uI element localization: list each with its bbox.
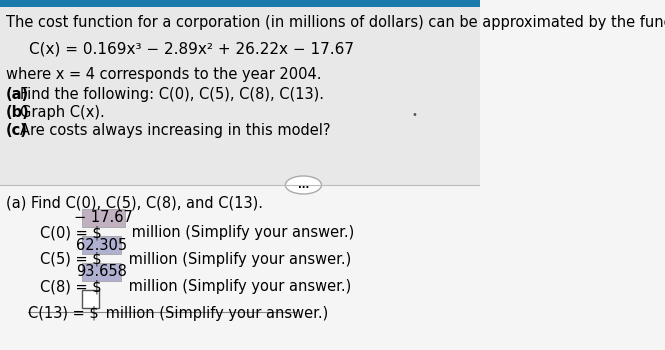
Text: ...: ... [298,180,309,190]
Text: Find the following: C(0), C(5), C(8), C(13).: Find the following: C(0), C(5), C(8), C(… [20,87,325,102]
Text: Graph C(x).: Graph C(x). [20,105,105,120]
Text: (b): (b) [6,105,29,120]
Bar [82,263,122,281]
Text: 62.305: 62.305 [76,238,127,252]
Text: (a) Find C(0), C(5), C(8), and C(13).: (a) Find C(0), C(5), C(8), and C(13). [6,195,263,210]
Bar [0,185,480,350]
Text: C(13) = $: C(13) = $ [28,306,99,321]
Text: − 17.67: − 17.67 [74,210,133,225]
Text: 93.658: 93.658 [76,265,127,280]
Text: million (Simplify your answer.): million (Simplify your answer.) [124,252,351,267]
Text: •: • [412,110,418,120]
Bar [82,209,125,227]
Text: C(8) = $: C(8) = $ [40,279,101,294]
Bar [0,0,480,7]
Bar [82,290,99,308]
Text: million (Simplify your answer.): million (Simplify your answer.) [124,279,351,294]
Text: Are costs always increasing in this model?: Are costs always increasing in this mode… [20,123,331,138]
Bar [82,236,122,254]
Text: C(x) = 0.169x³ − 2.89x² + 26.22x − 17.67: C(x) = 0.169x³ − 2.89x² + 26.22x − 17.67 [29,42,354,57]
Bar [0,7,480,185]
Text: C(5) = $: C(5) = $ [40,252,101,267]
Ellipse shape [285,176,321,194]
Text: C(0) = $: C(0) = $ [40,225,102,240]
Text: (c): (c) [6,123,28,138]
Text: million (Simplify your answer.): million (Simplify your answer.) [127,225,354,240]
Text: (a): (a) [6,87,29,102]
Text: where x = 4 corresponds to the year 2004.: where x = 4 corresponds to the year 2004… [6,67,321,82]
Text: million (Simplify your answer.): million (Simplify your answer.) [101,306,329,321]
Text: The cost function for a corporation (in millions of dollars) can be approximated: The cost function for a corporation (in … [6,15,665,30]
